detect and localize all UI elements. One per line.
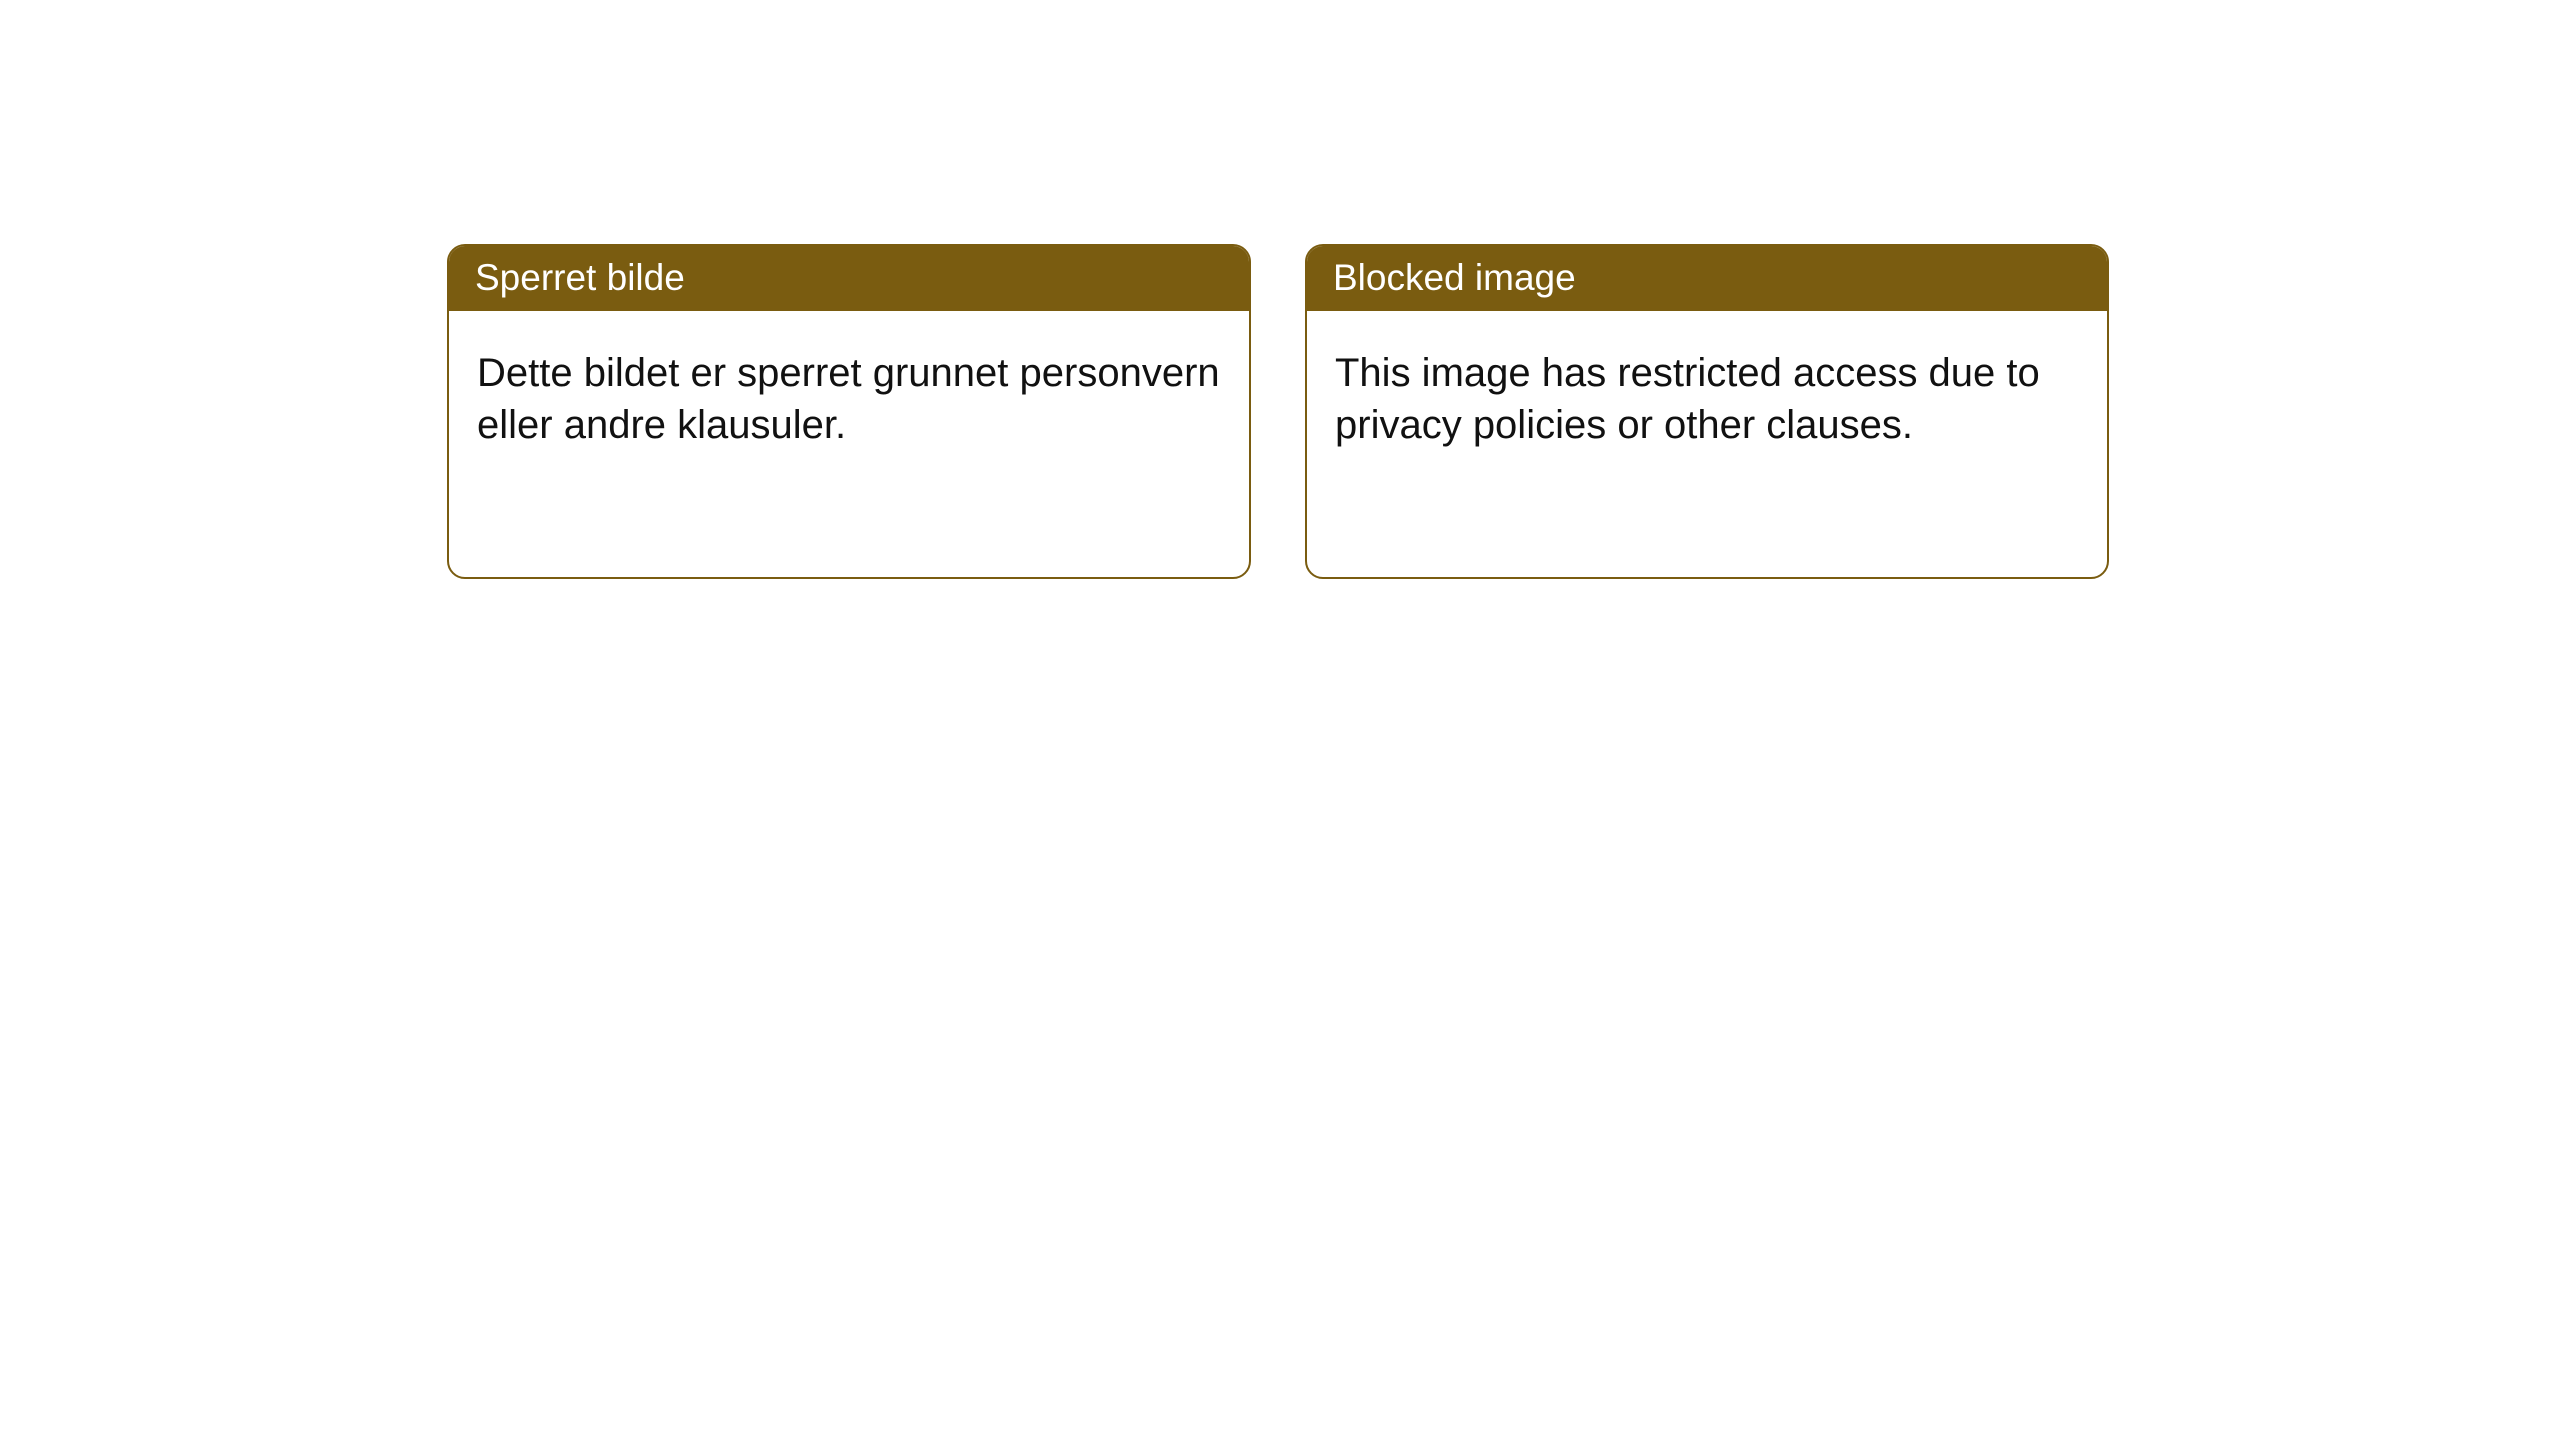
notice-card-norwegian: Sperret bilde Dette bildet er sperret gr… <box>447 244 1251 579</box>
notice-card-english: Blocked image This image has restricted … <box>1305 244 2109 579</box>
card-title: Blocked image <box>1333 257 1576 298</box>
card-message: This image has restricted access due to … <box>1335 351 2040 447</box>
card-message: Dette bildet er sperret grunnet personve… <box>477 351 1220 447</box>
card-header: Blocked image <box>1307 246 2107 311</box>
card-body: This image has restricted access due to … <box>1307 311 2107 471</box>
card-body: Dette bildet er sperret grunnet personve… <box>449 311 1249 471</box>
card-title: Sperret bilde <box>475 257 685 298</box>
card-header: Sperret bilde <box>449 246 1249 311</box>
notice-container: Sperret bilde Dette bildet er sperret gr… <box>0 0 2560 579</box>
